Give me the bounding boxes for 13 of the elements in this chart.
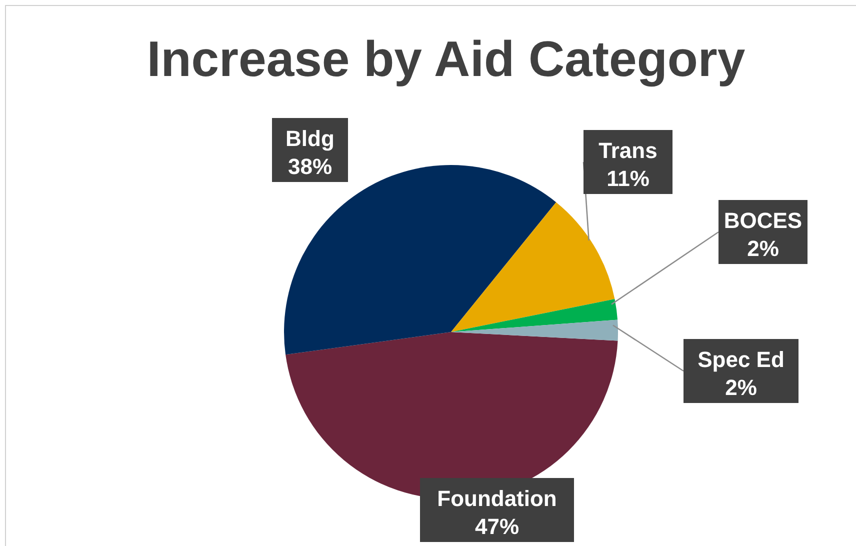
data-label: 47% [474,514,520,539]
slice-label: Trans [598,138,658,163]
pie-slice [451,202,615,332]
slice-label: Spec Ed [698,347,784,372]
data-label: 38% [288,154,332,179]
slice-label: Bldg [286,126,334,151]
data-label: 11% [606,166,650,191]
data-label: 2% [725,375,757,400]
slice-label: Foundation [437,486,557,511]
pie-slice [451,298,618,332]
data-label: 2% [747,236,779,261]
slice-label: BOCES [724,208,802,233]
chart-title: Increase by Aid Category [146,30,746,88]
